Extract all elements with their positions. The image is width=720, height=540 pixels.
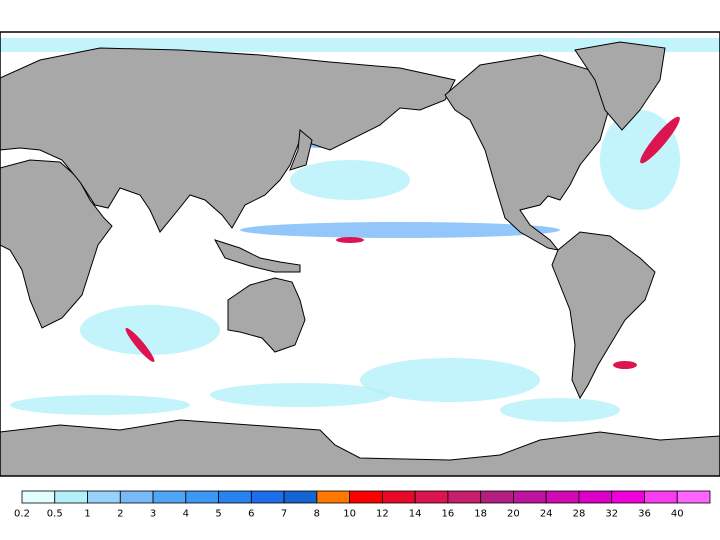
- legend-label: 1: [84, 508, 90, 519]
- legend-swatch: [381, 490, 416, 504]
- precipitation-field: [0, 38, 720, 422]
- legend-label: 32: [605, 508, 618, 519]
- precip: [125, 327, 155, 363]
- legend-label: 7: [281, 508, 287, 519]
- legend-label: 8: [314, 508, 320, 519]
- south-america: [551, 231, 656, 400]
- legend-swatch: [152, 490, 187, 504]
- legend-label: 36: [638, 508, 651, 519]
- australia: [227, 277, 306, 353]
- legend-swatch: [676, 490, 711, 504]
- legend-swatch: [316, 490, 351, 504]
- legend-label: 3: [150, 508, 156, 519]
- legend-swatch: [283, 490, 318, 504]
- legend-swatch: [185, 490, 219, 504]
- legend-label: 12: [376, 508, 389, 519]
- precip: [360, 358, 540, 402]
- precip: [0, 38, 720, 52]
- legend-swatch: [54, 490, 88, 504]
- legend-swatch: [218, 490, 252, 504]
- japan: [289, 129, 313, 171]
- legend-swatch: [447, 490, 482, 504]
- legend-label: 10: [343, 508, 356, 519]
- legend-label: 20: [507, 508, 520, 519]
- legend-label: 28: [573, 508, 586, 519]
- color-legend: 0.2 0.5 1 2 3 4 5 6 7 8 10 12 14 16 18 20 24 28 32 36 40: [14, 490, 711, 519]
- legend-label: 40: [671, 508, 684, 519]
- legend-swatch: [644, 490, 678, 504]
- precip: [80, 305, 220, 355]
- legend-label: 4: [183, 508, 189, 519]
- legend-swatch: [414, 490, 449, 504]
- legend-swatch: [250, 490, 285, 504]
- legend-swatch: [480, 490, 514, 504]
- legend-label: 0.2: [14, 508, 30, 519]
- precip: [10, 395, 190, 415]
- antarctica: [0, 419, 720, 477]
- legend-label: 6: [248, 508, 254, 519]
- legend-label: 0.5: [47, 508, 63, 519]
- precip: [210, 383, 390, 407]
- precip: [613, 361, 637, 369]
- precip: [336, 237, 364, 243]
- legend-swatch: [578, 490, 613, 504]
- legend-swatch: [87, 490, 121, 504]
- precip: [500, 398, 620, 422]
- legend-swatch: [21, 490, 56, 504]
- legend-label: 14: [409, 508, 422, 519]
- legend-label: 18: [474, 508, 487, 519]
- legend-label: 5: [215, 508, 221, 519]
- eurasia: [0, 47, 456, 233]
- map: [0, 31, 720, 477]
- precip: [290, 160, 410, 200]
- indonesia: [213, 239, 301, 273]
- legend-swatch: [513, 490, 547, 504]
- legend-swatch: [119, 490, 154, 504]
- legend-swatch: [545, 490, 580, 504]
- greenland: [574, 41, 666, 131]
- legend-label: 2: [117, 508, 123, 519]
- map-frame: [0, 31, 720, 477]
- legend-swatch: [349, 490, 383, 504]
- precip: [640, 116, 680, 164]
- legend-label: 24: [540, 508, 553, 519]
- precip: [240, 222, 560, 238]
- legend-swatch: [611, 490, 645, 504]
- legend-label: 16: [442, 508, 455, 519]
